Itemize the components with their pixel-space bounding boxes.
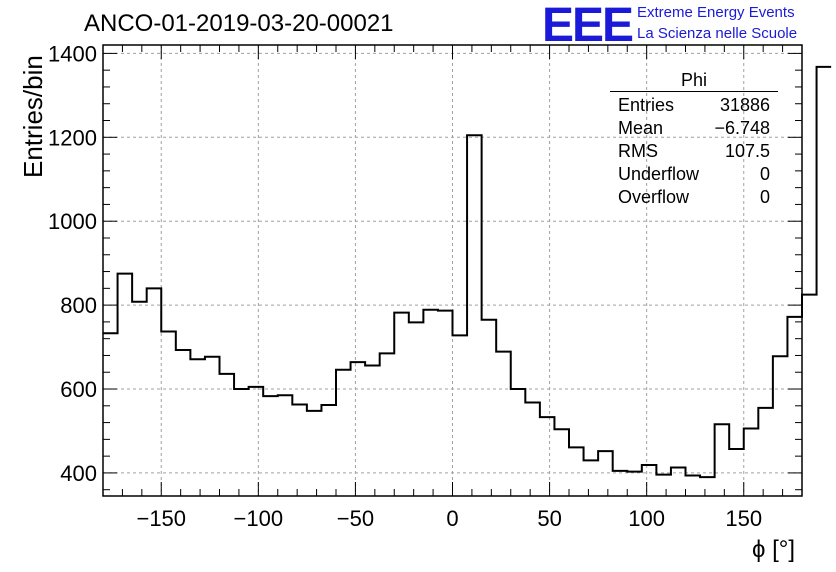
- plot-title: ANCO-01-2019-03-20-00021: [84, 10, 394, 37]
- x-axis-label: ϕ [°]: [752, 536, 796, 563]
- x-tick-label: 150: [725, 506, 762, 531]
- y-tick-label: 1200: [48, 125, 97, 150]
- stats-label: Entries: [618, 95, 675, 115]
- y-tick-label: 400: [60, 461, 97, 486]
- stats-row-rms: RMS 107.5: [610, 140, 778, 163]
- stats-label: Overflow: [618, 187, 690, 207]
- histogram-line: [103, 65, 832, 479]
- stats-box: Phi Entries 31886 Mean −6.748 RMS 107.5 …: [610, 70, 778, 209]
- x-tick-label: 50: [537, 506, 561, 531]
- stats-value: 107.5: [724, 141, 770, 161]
- x-tick-label: −50: [337, 506, 374, 531]
- eee-logo-line1: Extreme Energy Events: [637, 4, 795, 21]
- stats-value: −6.748: [714, 118, 770, 138]
- y-tick-label: 600: [60, 377, 97, 402]
- stats-label: Underflow: [618, 164, 700, 184]
- stats-value: 31886: [719, 95, 770, 115]
- stats-row-entries: Entries 31886: [610, 94, 778, 117]
- stats-label: Mean: [618, 118, 664, 138]
- stats-box-title: Phi: [610, 70, 778, 92]
- y-tick-label: 1400: [48, 41, 97, 66]
- stats-row-overflow: Overflow 0: [610, 186, 778, 209]
- tick-labels: −150 −100 −50 0 50 100 150 400 600 800 1000 1200 140…: [48, 41, 762, 531]
- x-tick-label: 100: [628, 506, 665, 531]
- stats-label: RMS: [618, 141, 658, 161]
- axes: [102, 44, 803, 497]
- y-axis-label: Entries/bin: [18, 55, 48, 178]
- stats-value: 0: [759, 187, 770, 207]
- x-tick-label: −100: [234, 506, 284, 531]
- eee-logo: EEE: [542, 0, 634, 52]
- stats-row-underflow: Underflow 0: [610, 163, 778, 186]
- y-tick-label: 1000: [48, 209, 97, 234]
- x-tick-label: −150: [136, 506, 186, 531]
- stats-value: 0: [759, 164, 770, 184]
- y-tick-label: 800: [60, 293, 97, 318]
- stats-row-mean: Mean −6.748: [610, 117, 778, 140]
- eee-logo-line2: La Scienza nelle Scuole: [637, 25, 798, 42]
- x-tick-label: 0: [446, 506, 458, 531]
